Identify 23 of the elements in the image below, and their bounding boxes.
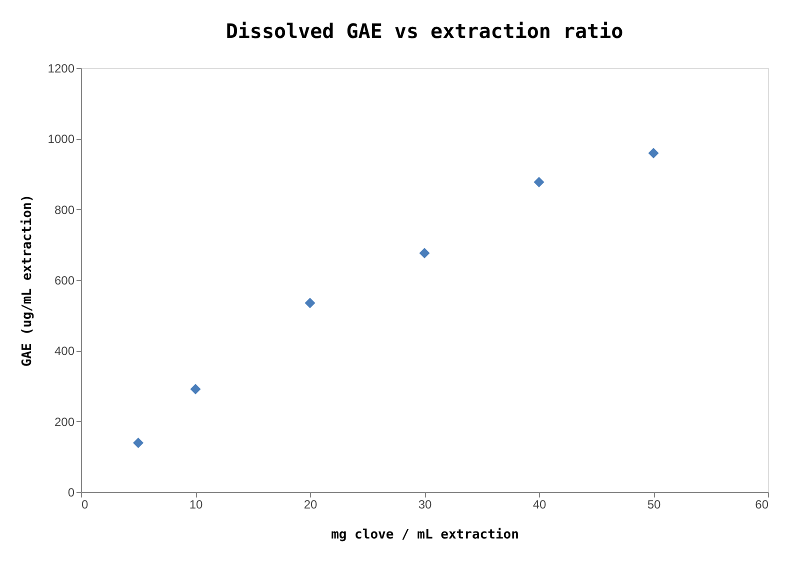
chart-title: Dissolved GAE vs extraction ratio xyxy=(226,19,624,43)
point xyxy=(419,248,430,258)
y-axis-title: GAE (ug/mL extraction) xyxy=(20,194,35,367)
y-tick-label: 600 xyxy=(54,274,75,288)
point xyxy=(133,438,144,448)
x-tick-label: 60 xyxy=(755,498,769,512)
x-tick-label: 0 xyxy=(82,498,88,512)
y-tick-label: 1200 xyxy=(48,62,75,76)
point xyxy=(190,384,201,394)
y-tick-label: 800 xyxy=(54,202,75,217)
x-tick-label: 10 xyxy=(189,498,203,512)
y-tick-label: 400 xyxy=(54,344,75,358)
x-tick-label: 50 xyxy=(647,498,661,512)
point xyxy=(648,148,659,158)
point xyxy=(534,176,544,188)
y-tick-label: 1000 xyxy=(48,132,75,146)
x-tick-label: 30 xyxy=(418,498,432,512)
x-tick-label: 40 xyxy=(532,498,546,512)
x-axis-title: mg clove / mL extraction xyxy=(331,528,519,542)
x-tick-label: 20 xyxy=(304,498,318,512)
y-tick-label: 200 xyxy=(54,414,75,429)
point xyxy=(304,298,316,308)
y-tick-label: 0 xyxy=(68,486,75,500)
